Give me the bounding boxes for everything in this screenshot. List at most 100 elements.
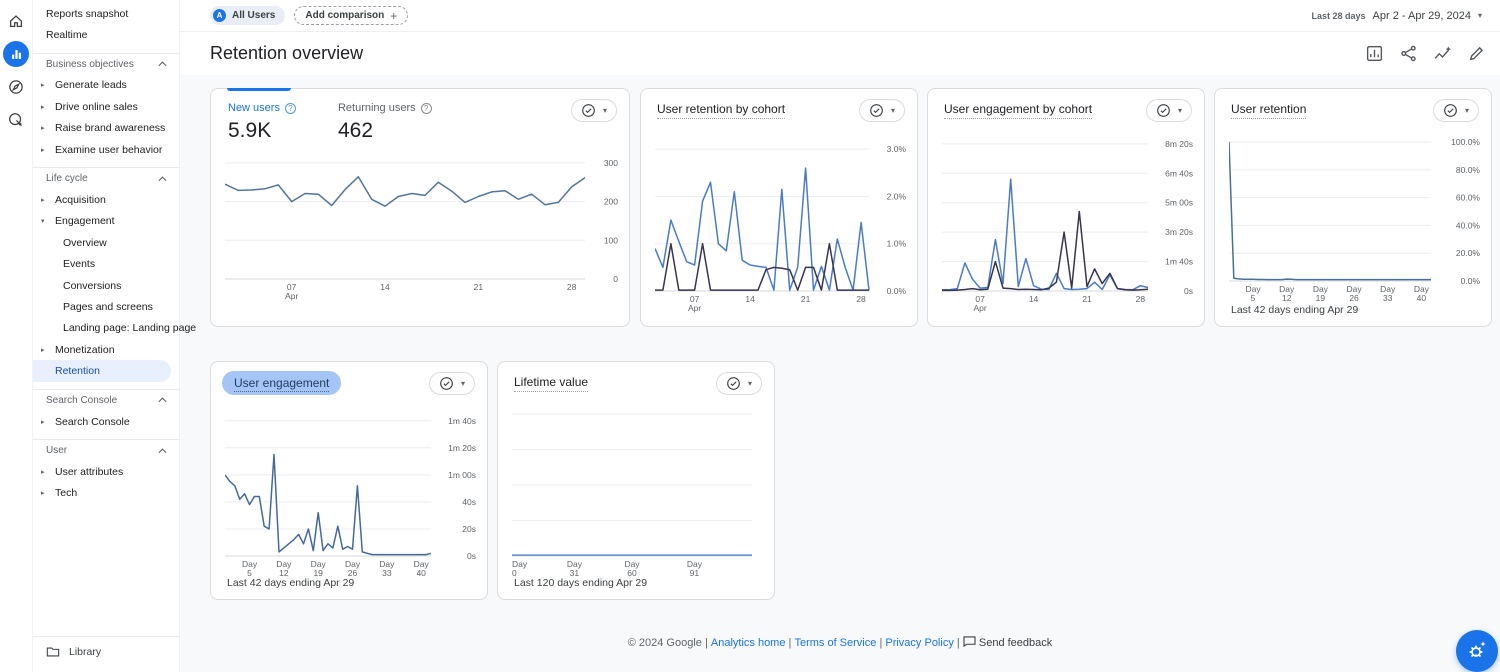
- expand-arrow-icon[interactable]: ▸: [41, 103, 45, 111]
- svg-text:100: 100: [604, 235, 618, 245]
- expand-arrow-icon[interactable]: ▸: [41, 197, 45, 205]
- svg-text:Day: Day: [345, 559, 361, 569]
- expand-arrow-icon[interactable]: ▸: [41, 125, 45, 133]
- reports-icon[interactable]: [3, 41, 29, 67]
- expand-arrow-icon[interactable]: ▸: [41, 82, 45, 90]
- user-retention-by-cohort-chart[interactable]: 3.0% 2.0% 1.0% 0.0% 07 Apr 14 21 28: [654, 129, 907, 313]
- user-engagement-chart[interactable]: 1m 40s 1m 20s 1m 00s 40s 20s 0s Day 5 Day 12 Day 19…: [224, 408, 477, 578]
- expand-arrow-icon[interactable]: ▸: [41, 418, 45, 426]
- sidebar-item-realtime[interactable]: Realtime: [46, 29, 88, 42]
- sidebar-item-retention[interactable]: Retention: [33, 360, 171, 382]
- collapse-chevron-icon[interactable]: [158, 448, 167, 454]
- assistant-settings-fab[interactable]: [1456, 630, 1498, 672]
- sidebar-item-tech[interactable]: ▸ Tech: [41, 487, 78, 500]
- check-circle-icon: [582, 104, 595, 117]
- sidebar-item-engagement[interactable]: ▾ Engagement: [41, 215, 115, 228]
- card-title[interactable]: User engagement by cohort: [944, 102, 1093, 119]
- user-retention-chart[interactable]: 100.0% 80.0% 60.0% 40.0% 20.0% 0.0% Day 5 Day 12 D…: [1228, 129, 1481, 303]
- svg-text:Apr: Apr: [285, 291, 298, 301]
- check-circle-icon: [870, 104, 883, 117]
- feedback-bubble-icon: [963, 636, 976, 648]
- sidebar-item-raise-brand-awareness[interactable]: ▸ Raise brand awareness: [41, 122, 166, 135]
- returning-users-label: Returning users: [337, 102, 416, 114]
- chart-status-control[interactable]: ▾: [428, 372, 475, 395]
- sidebar-item-generate-leads[interactable]: ▸ Generate leads: [41, 79, 127, 92]
- sidebar-section-user[interactable]: User: [33, 439, 179, 461]
- share-icon[interactable]: [1399, 44, 1418, 63]
- sidebar-item-user-attributes[interactable]: ▸ User attributes: [41, 465, 124, 478]
- sidebar-item-acquisition[interactable]: ▸ Acquisition: [41, 194, 106, 207]
- chart-status-control[interactable]: ▾: [570, 99, 617, 122]
- collapse-chevron-icon[interactable]: [158, 176, 167, 182]
- user-engagement-card: User engagement ▾ 1m 40s 1m 20s 1m 00s 40s 2…: [210, 361, 488, 600]
- card-title-hovered[interactable]: User engagement: [222, 371, 342, 395]
- sidebar-item-overview[interactable]: Overview: [63, 236, 107, 249]
- privacy-policy-link[interactable]: Privacy Policy: [885, 637, 954, 649]
- svg-text:33: 33: [382, 568, 392, 578]
- advertising-icon[interactable]: [3, 107, 29, 133]
- chart-status-control[interactable]: ▾: [1145, 99, 1192, 122]
- sidebar-item-drive-online-sales[interactable]: ▸ Drive online sales: [41, 100, 138, 113]
- edit-icon[interactable]: [1467, 44, 1486, 63]
- sidebar-item-examine-user-behavior[interactable]: ▸ Examine user behavior: [41, 143, 163, 156]
- svg-text:19: 19: [313, 568, 323, 578]
- home-icon[interactable]: [3, 8, 29, 34]
- sidebar-item-monetization[interactable]: ▸ Monetization: [41, 343, 115, 356]
- explore-icon[interactable]: [3, 74, 29, 100]
- svg-text:0s: 0s: [467, 551, 476, 561]
- expand-arrow-icon[interactable]: ▾: [41, 218, 45, 226]
- collapse-chevron-icon[interactable]: [158, 61, 167, 67]
- customize-report-icon[interactable]: [1365, 44, 1384, 63]
- svg-text:Day: Day: [1245, 284, 1261, 294]
- sidebar-section-business-objectives[interactable]: Business objectives: [33, 52, 179, 75]
- chart-status-control[interactable]: ▾: [1432, 99, 1479, 122]
- chart-status-control[interactable]: ▾: [715, 372, 762, 395]
- svg-text:Day: Day: [242, 559, 258, 569]
- sidebar-item-library[interactable]: Library: [33, 636, 179, 666]
- metric-tab-new-users[interactable]: New users ? 5.9K: [228, 102, 296, 143]
- collapse-chevron-icon[interactable]: [158, 397, 167, 403]
- svg-text:300: 300: [604, 158, 618, 168]
- card-title[interactable]: User retention by cohort: [657, 102, 786, 119]
- metric-tab-returning-users[interactable]: Returning users ? 462: [338, 102, 432, 143]
- sidebar-item-search-console[interactable]: ▸ Search Console: [41, 415, 130, 428]
- sidebar-section-life-cycle[interactable]: Life cycle: [33, 167, 179, 189]
- svg-text:21: 21: [1082, 294, 1092, 304]
- copyright-text: © 2024 Google: [627, 637, 702, 649]
- card-title[interactable]: Lifetime value: [514, 375, 589, 392]
- insights-icon[interactable]: [1433, 44, 1452, 63]
- card-title[interactable]: User retention: [1231, 102, 1307, 119]
- sidebar-item-landing-page-landing-page[interactable]: Landing page: Landing page: [63, 322, 197, 335]
- help-icon[interactable]: ?: [420, 102, 432, 114]
- svg-text:0.0%: 0.0%: [1461, 276, 1481, 286]
- lifetime-value-chart[interactable]: Day 0 Day 31 Day 60 Day 91: [512, 408, 764, 578]
- sidebar-item-conversions[interactable]: Conversions: [63, 279, 122, 292]
- svg-text:21: 21: [801, 294, 811, 304]
- analytics-home-link[interactable]: Analytics home: [710, 637, 786, 649]
- add-comparison-button[interactable]: Add comparison +: [294, 6, 409, 25]
- sidebar-section-search-console[interactable]: Search Console: [33, 388, 179, 411]
- svg-text:Day: Day: [624, 559, 640, 569]
- expand-arrow-icon[interactable]: ▸: [41, 490, 45, 498]
- svg-text:3.0%: 3.0%: [887, 144, 907, 154]
- expand-arrow-icon[interactable]: ▸: [41, 146, 45, 154]
- user-engagement-by-cohort-chart[interactable]: 8m 20s 6m 40s 5m 00s 3m 20s 1m 40s 0s 07 Apr 14 2…: [942, 129, 1194, 313]
- users-trend-chart[interactable]: 300 200 100 0 07 Apr 14 21 28: [224, 153, 619, 301]
- svg-text:28: 28: [856, 294, 866, 304]
- expand-arrow-icon[interactable]: ▸: [41, 468, 45, 476]
- svg-text:07: 07: [690, 294, 700, 304]
- send-feedback-button[interactable]: Send feedback: [963, 636, 1052, 649]
- chart-status-control[interactable]: ▾: [858, 99, 905, 122]
- all-users-chip[interactable]: A All Users: [210, 6, 286, 25]
- chart-caption: Last 42 days ending Apr 29: [1231, 304, 1359, 316]
- sidebar-item-reports-snapshot[interactable]: Reports snapshot: [46, 7, 129, 20]
- svg-text:21: 21: [474, 282, 484, 292]
- svg-text:1m 40s: 1m 40s: [448, 416, 476, 426]
- sidebar-item-events[interactable]: Events: [63, 258, 96, 271]
- date-range-picker[interactable]: Last 28 days Apr 2 - Apr 29, 2024 ▾: [1312, 10, 1483, 22]
- svg-text:Day: Day: [414, 559, 430, 569]
- sidebar-item-pages-and-screens[interactable]: Pages and screens: [63, 300, 153, 313]
- help-icon[interactable]: ?: [284, 102, 296, 114]
- expand-arrow-icon[interactable]: ▸: [41, 346, 45, 354]
- terms-of-service-link[interactable]: Terms of Service: [794, 637, 877, 649]
